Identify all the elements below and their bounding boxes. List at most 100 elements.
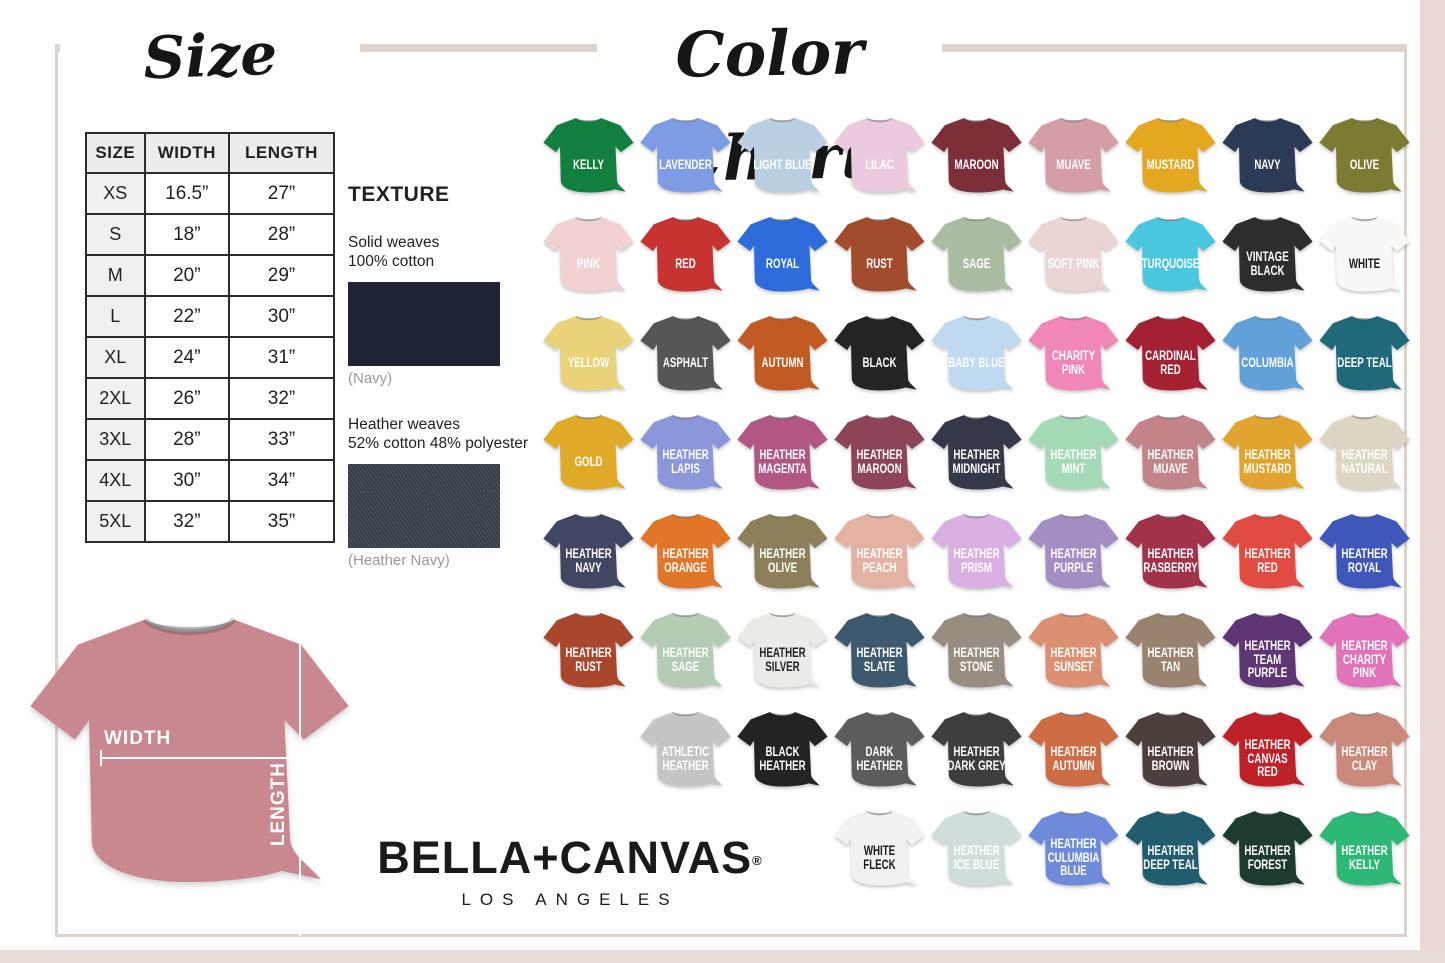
width-value: 16.5” [143, 172, 231, 215]
color-swatch-heather-rasberry: HEATHER RASBERRY [1122, 502, 1219, 601]
color-swatch-heather-rust: HEATHER RUST [540, 601, 637, 700]
color-name-label: LAVENDER [659, 156, 712, 172]
color-name-label: HEATHER MUSTARD [1243, 446, 1292, 476]
color-name-label: HEATHER SAGE [662, 644, 709, 674]
color-name-label: HEATHER LAPIS [662, 446, 709, 476]
color-swatch-heather-autumn: HEATHER AUTUMN [1025, 700, 1122, 799]
color-swatch-royal: ROYAL [734, 205, 831, 304]
color-name-label: HEATHER CHARITY PINK [1341, 637, 1388, 681]
color-name-label: HEATHER OLIVE [759, 545, 806, 575]
color-swatch-heather-forest: HEATHER FOREST [1219, 799, 1316, 898]
color-swatch-vintage-black: VINTAGE BLACK [1219, 205, 1316, 304]
color-name-label: HEATHER ICE BLUE [953, 842, 1000, 872]
measurement-shirt-graphic [22, 552, 357, 944]
color-swatch-heather-muave: HEATHER MUAVE [1122, 403, 1219, 502]
color-name-label: MUAVE [1056, 156, 1091, 172]
color-name-label: HEATHER NAVY [565, 545, 612, 575]
color-name-label: OLIVE [1349, 156, 1380, 172]
color-name-label: LIGHT BLUE [753, 156, 812, 172]
color-swatch-light-blue: LIGHT BLUE [734, 106, 831, 205]
color-name-label: GOLD [574, 453, 603, 469]
color-name-label: NAVY [1254, 156, 1281, 172]
size-row-xl: XL 24” 31” [85, 336, 335, 379]
size-value: 5XL [85, 500, 146, 543]
color-swatch-turquoise: TURQUOISE [1122, 205, 1219, 304]
size-value: XL [85, 336, 146, 379]
color-name-label: ATHLETIC HEATHER [661, 743, 710, 773]
width-value: 22” [143, 295, 231, 338]
width-value: 30” [143, 459, 231, 502]
size-row-2xl: 2XL 26” 32” [85, 377, 335, 420]
color-swatch-baby-blue: BABY BLUE [928, 304, 1025, 403]
color-name-label: WHITE FLECK [863, 842, 896, 872]
color-name-label: HEATHER MINT [1050, 446, 1097, 476]
color-name-label: CARDINAL RED [1145, 347, 1196, 377]
color-name-label: COLUMBIA [1241, 354, 1294, 370]
color-row-1: KELLY LAVENDER LIGHT BLUE LILAC MAROON MUAVE M… [537, 106, 1413, 205]
color-swatch-mustard: MUSTARD [1122, 106, 1219, 205]
size-table-header-row: SIZE WIDTH LENGTH [85, 132, 335, 174]
color-row-2: PINK RED ROYAL RUST SAGE SOFT PINK TURQUOISE VI… [537, 205, 1413, 304]
width-value: 20” [143, 254, 231, 297]
color-name-label: HEATHER SUNSET [1050, 644, 1097, 674]
color-swatch-muave: MUAVE [1025, 106, 1122, 205]
color-swatch-heather-olive: HEATHER OLIVE [734, 502, 831, 601]
color-swatch-heather-tan: HEATHER TAN [1122, 601, 1219, 700]
color-name-label: HEATHER SILVER [759, 644, 806, 674]
length-value: 28” [228, 213, 335, 256]
size-row-m: M 20” 29” [85, 254, 335, 297]
header-length: LENGTH [228, 132, 335, 174]
color-swatch-heather-brown: HEATHER BROWN [1122, 700, 1219, 799]
color-swatch-heather-royal: HEATHER ROYAL [1316, 502, 1413, 601]
color-row-8: WHITE FLECK HEATHER ICE BLUE HEATHER CULUM… [537, 799, 1413, 898]
size-chart-table: SIZE WIDTH LENGTH XS 16.5” 27” S 18” 28” M 20” 2… [85, 132, 335, 543]
width-value: 32” [143, 500, 231, 543]
color-swatch-heather-navy: HEATHER NAVY [540, 502, 637, 601]
length-measure-label: LENGTH [268, 762, 289, 847]
color-name-label: BABY BLUE [948, 354, 1005, 370]
color-name-label: HEATHER ORANGE [662, 545, 709, 575]
color-swatch-heather-natural: HEATHER NATURAL [1316, 403, 1413, 502]
length-measure-line [299, 564, 301, 936]
color-row-5: HEATHER NAVY HEATHER ORANGE HEATHER OLIVE H… [537, 502, 1413, 601]
length-value: 35” [228, 500, 335, 543]
measurement-shirt: WIDTH LENGTH [22, 552, 357, 944]
color-name-label: WHITE [1348, 255, 1381, 271]
width-value: 28” [143, 418, 231, 461]
color-name-label: HEATHER CLAY [1341, 743, 1388, 773]
bottom-edge-band [0, 950, 1445, 963]
color-swatch-heather-purple: HEATHER PURPLE [1025, 502, 1122, 601]
heather-weaves-text: Heather weaves 52% cotton 48% polyester [348, 415, 529, 453]
brand-city: LOS ANGELES [461, 890, 679, 909]
color-name-label: KELLY [573, 156, 604, 172]
width-value: 26” [143, 377, 231, 420]
color-name-label: AUTUMN [761, 354, 804, 370]
color-name-label: HEATHER TAN [1147, 644, 1194, 674]
color-swatch-cardinal-red: CARDINAL RED [1122, 304, 1219, 403]
color-swatch-gold: GOLD [540, 403, 637, 502]
size-row-l: L 22” 30” [85, 295, 335, 338]
size-value: S [85, 213, 146, 256]
size-value: 3XL [85, 418, 146, 461]
color-name-label: HEATHER PRISM [953, 545, 1000, 575]
color-swatch-heather-team-purple: HEATHER TEAM PURPLE [1219, 601, 1316, 700]
color-name-label: MUSTARD [1146, 156, 1195, 172]
size-value: 4XL [85, 459, 146, 502]
color-swatch-heather-silver: HEATHER SILVER [734, 601, 831, 700]
color-swatch-heather-sage: HEATHER SAGE [637, 601, 734, 700]
size-row-xs: XS 16.5” 27” [85, 172, 335, 215]
color-swatch-white-fleck: WHITE FLECK [831, 799, 928, 898]
color-swatch-heather-midnight: HEATHER MIDNIGHT [928, 403, 1025, 502]
color-name-label: HEATHER RUST [565, 644, 612, 674]
color-swatch-red: RED [637, 205, 734, 304]
size-value: L [85, 295, 146, 338]
length-value: 31” [228, 336, 335, 379]
color-swatch-heather-sunset: HEATHER SUNSET [1025, 601, 1122, 700]
color-swatch-heather-culumbia-blue: HEATHER CULUMBIA BLUE [1025, 799, 1122, 898]
color-swatch-black-heather: BLACK HEATHER [734, 700, 831, 799]
color-swatch-heather-clay: HEATHER CLAY [1316, 700, 1413, 799]
color-name-label: HEATHER RASBERRY [1143, 545, 1198, 575]
color-swatch-rust: RUST [831, 205, 928, 304]
color-swatch-heather-mint: HEATHER MINT [1025, 403, 1122, 502]
